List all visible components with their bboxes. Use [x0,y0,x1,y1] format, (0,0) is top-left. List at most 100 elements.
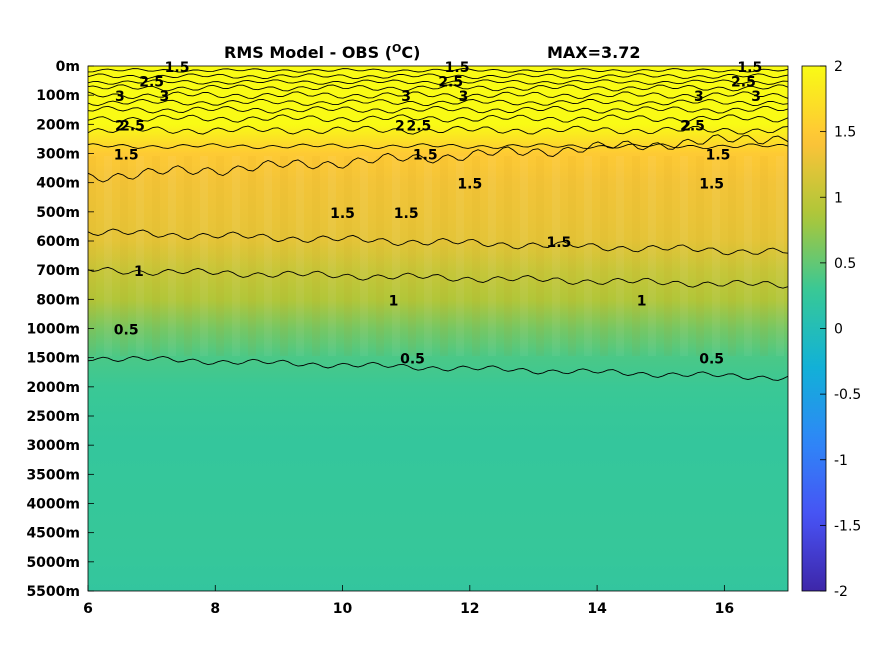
heatmap-streak [552,156,560,356]
contour-label: 2 [395,118,405,134]
contour-line [88,98,788,107]
y-tick-label: 2500m [26,409,80,425]
heatmap-streak [712,156,720,356]
contour-label: 2.5 [680,118,705,134]
contour-label: 1.5 [737,60,762,76]
y-tick-label: 500m [36,205,80,221]
heatmap-streak [360,156,368,356]
heatmap-streak [504,156,512,356]
contour-line [88,84,788,92]
heatmap-streak [648,156,656,356]
contour-label: 3 [159,89,169,105]
contour-line [88,79,788,85]
x-tick-label: 10 [333,601,353,617]
x-axis: 6 8 10 12 14 16 [83,585,734,617]
x-tick-label: 8 [210,601,220,617]
y-tick-label: 100m [36,88,80,104]
heatmap-streak [424,156,432,356]
contour-label: 1.5 [706,148,731,164]
y-tick-label: 800m [36,292,80,308]
contour-line [88,228,788,256]
heatmap-streak [392,156,400,356]
contour-label: 1.5 [445,60,470,76]
heatmap-streak [328,156,336,356]
heatmap-streak [200,156,208,356]
contour-line [88,105,788,114]
contour-label: 1.5 [547,235,572,251]
heatmap-streak [520,156,528,356]
heatmap-streak [168,156,176,356]
heatmap-streak [632,156,640,356]
contour-line [88,143,788,150]
heatmap-streak [680,156,688,356]
heatmap-streak [296,156,304,356]
heatmap-streak [312,156,320,356]
heatmap-streak [568,156,576,356]
heatmap-field [88,66,788,591]
colorbar-tick-label: 2 [834,59,843,75]
chart-title: RMS Model - OBS (OC) [224,42,420,62]
contour-label: 1 [389,293,399,309]
colorbar: 2 1.5 1 0.5 0 -0.5 -1 -1.5 -2 [801,59,861,600]
heatmap-streak [488,156,496,356]
contour-label: 2.5 [407,118,432,134]
x-tick-label: 6 [83,601,93,617]
heatmap-streak [696,156,704,356]
contour-label: 3 [115,89,125,105]
heatmap-streak [264,156,272,356]
heatmap-streak [600,156,608,356]
contour-label: 1.5 [165,60,190,76]
y-tick-label: 300m [36,147,80,163]
heatmap-streak [376,156,384,356]
contour-label: 3 [751,89,761,105]
x-tick-label: 14 [587,601,607,617]
heatmap-streak [216,156,224,356]
contour-label: 1.5 [413,148,438,164]
contour-label: 1.5 [114,148,139,164]
heatmap-streak [536,156,544,356]
heatmap-streak [152,156,160,356]
heatmap-streak [440,156,448,356]
contour-label: 1 [134,264,144,280]
x-tick-label: 12 [460,601,479,617]
heatmap-streak [88,156,96,356]
contour-line [88,266,788,289]
y-tick-label: 3000m [26,438,80,454]
contour-label: 1.5 [394,206,419,222]
y-tick-label: 2000m [26,380,80,396]
y-tick-label: 5500m [26,584,80,600]
y-tick-label: 700m [36,263,80,279]
contour-label: 3 [694,89,704,105]
contour-label: 0.5 [400,352,425,368]
heatmap-streak [280,156,288,356]
y-tick-label: 4500m [26,526,80,542]
colorbar-ticks: 2 1.5 1 0.5 0 -0.5 -1 -1.5 -2 [820,59,861,600]
contour-label: 1.5 [699,177,724,193]
contour-labels: 1.52.5332.521.51.52.5332.521.51.52.5332.… [114,60,762,368]
y-tick-label: 200m [36,117,80,133]
contour-label: 2.5 [438,75,463,91]
contour-label: 1 [637,293,647,309]
colorbar-tick-label: 0 [834,322,843,338]
heatmap-streak [472,156,480,356]
contour-line [88,73,788,80]
title-unit-superscript: O [392,42,401,55]
contour-line [88,114,788,123]
contour-label: 2.5 [731,75,756,91]
contour-line [88,134,788,183]
contour-label: 3 [401,89,411,105]
y-tick-label: 1000m [26,322,80,338]
heatmap-streak [120,156,128,356]
heatmap-streak [760,156,768,356]
contour-label: 2 [115,118,125,134]
heatmap-streak [184,156,192,356]
contour-label: 2 [681,118,691,134]
colorbar-tick-label: 1.5 [834,125,856,141]
contour-line [88,68,788,73]
contour-label: 0.5 [699,352,724,368]
heatmap-streak [744,156,752,356]
contour-lines [88,68,788,381]
colorbar-tick-label: 1 [834,190,843,206]
contour-label: 2.5 [120,118,145,134]
